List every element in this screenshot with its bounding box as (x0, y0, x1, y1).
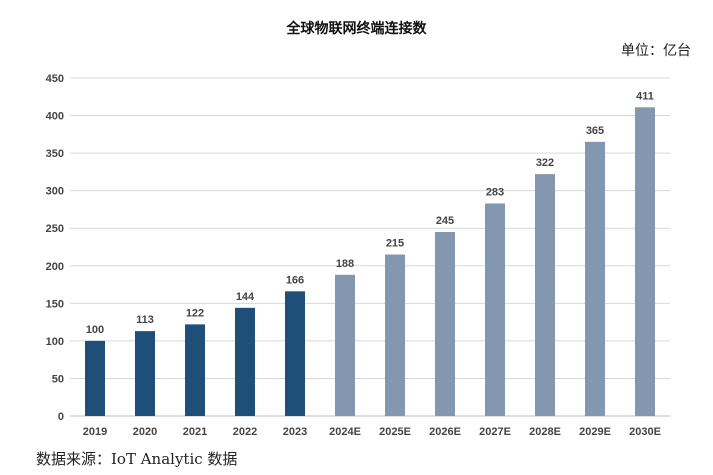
data-label-2021: 122 (186, 307, 204, 319)
x-tick-label: 2021 (183, 426, 207, 438)
y-tick-label: 100 (46, 336, 64, 348)
data-label-2029E: 365 (586, 125, 604, 137)
y-tick-label: 250 (46, 223, 64, 235)
bar-2021 (185, 324, 205, 416)
bar-2019 (85, 340, 105, 416)
bar-2030E (635, 107, 655, 416)
data-label-2019: 100 (86, 324, 104, 336)
bar-2027E (485, 203, 505, 416)
x-tick-label: 2025E (379, 426, 411, 438)
bar-2024E (335, 274, 355, 416)
data-label-2024E: 188 (336, 258, 354, 270)
data-label-2026E: 245 (436, 215, 454, 227)
x-tick-label: 2019 (83, 426, 107, 438)
bar-2025E (385, 254, 405, 416)
x-tick-label: 2023 (283, 426, 307, 438)
bar-2022 (235, 307, 255, 416)
y-tick-label: 400 (46, 111, 64, 123)
data-label-2027E: 283 (486, 186, 504, 198)
y-tick-label: 450 (46, 73, 64, 85)
bars (85, 107, 655, 416)
y-tick-label: 350 (46, 148, 64, 160)
bar-2020 (135, 331, 155, 416)
gridlines (70, 77, 670, 417)
y-tick-label: 300 (46, 186, 64, 198)
chart-title: 全球物联网终端连接数 (286, 21, 427, 37)
y-tick-label: 200 (46, 261, 64, 273)
data-label-2022: 144 (236, 291, 255, 303)
x-axis-ticks: 2019 2020 2021 2022 2023 2024E 2025E 2026E 2027E… (83, 426, 661, 438)
x-tick-label: 2022 (233, 426, 257, 438)
data-source: 数据来源：IoT Analytic 数据 (36, 450, 238, 468)
bar-2029E (585, 141, 605, 416)
data-label-2020: 113 (136, 314, 154, 326)
bar-2023 (285, 291, 305, 416)
data-label-2028E: 322 (536, 157, 554, 169)
bar-2026E (435, 231, 455, 416)
y-axis-ticks: 0 50 100 150 200 250 300 350 400 450 (46, 73, 64, 423)
x-tick-label: 2030E (629, 426, 661, 438)
y-tick-label: 150 (46, 298, 64, 310)
x-tick-label: 2026E (429, 426, 461, 438)
data-label-2030E: 411 (636, 90, 654, 102)
x-tick-label: 2028E (529, 426, 561, 438)
y-tick-label: 50 (52, 373, 64, 385)
unit-label: 单位：亿台 (621, 43, 691, 59)
bar-2028E (535, 174, 555, 416)
y-tick-label: 0 (58, 411, 64, 423)
x-tick-label: 2024E (329, 426, 361, 438)
x-tick-label: 2029E (579, 426, 611, 438)
data-labels: 100 113 122 144 166 188 215 245 283 322 365 411 (86, 90, 654, 336)
x-tick-label: 2027E (479, 426, 511, 438)
data-label-2023: 166 (286, 274, 304, 286)
x-tick-label: 2020 (133, 426, 157, 438)
data-label-2025E: 215 (386, 238, 404, 250)
